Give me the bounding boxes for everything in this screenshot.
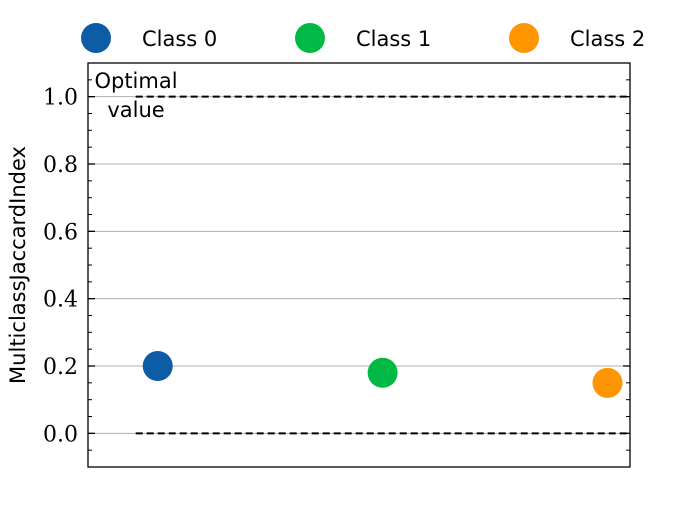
legend-label: Class 2 — [570, 27, 645, 51]
annotation-line2: value — [107, 98, 164, 122]
legend-label: Class 0 — [142, 27, 217, 51]
legend-marker — [295, 23, 325, 53]
y-tick-label: 0.6 — [43, 220, 78, 245]
y-tick-label: 0.4 — [43, 288, 78, 313]
y-axis-title: MulticlassJaccardIndex — [6, 146, 30, 384]
y-tick-label: 0.2 — [43, 355, 78, 380]
legend-marker — [509, 23, 539, 53]
y-axis-ticks: 0.0 0.2 0.4 0.6 0.8 1.0 — [43, 62, 630, 468]
y-tick-label: 1.0 — [43, 86, 78, 111]
grid-lines — [88, 96, 630, 434]
data-point — [592, 367, 623, 398]
annotation-line1: Optimal — [94, 69, 177, 93]
reference-lines — [135, 95, 630, 435]
legend-label: Class 1 — [356, 27, 431, 51]
legend-marker — [81, 23, 111, 53]
legend: Class 0 Class 1 Class 2 — [81, 23, 645, 53]
y-tick-label: 0.8 — [43, 153, 78, 178]
data-point — [142, 351, 173, 381]
plot-area-frame — [87, 62, 631, 468]
y-tick-label: 0.0 — [43, 422, 78, 447]
data-points — [142, 351, 623, 398]
data-point — [367, 357, 398, 388]
